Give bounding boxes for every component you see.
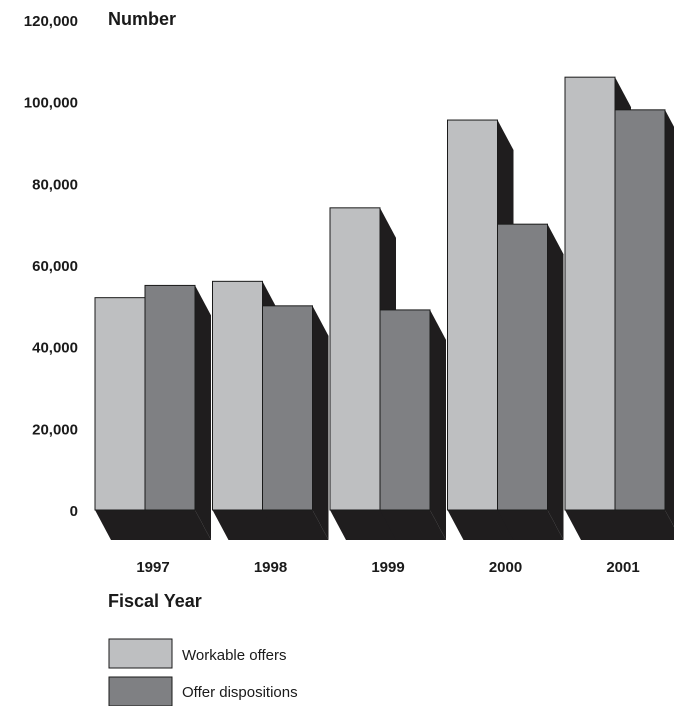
bar-side-shadow xyxy=(430,309,446,540)
x-axis-title: Fiscal Year xyxy=(108,591,202,611)
bar-side-shadow xyxy=(195,285,211,540)
bar xyxy=(497,223,548,511)
legend-swatch-workable-offers xyxy=(108,638,173,669)
legend-label-offer-dispositions: Offer dispositions xyxy=(182,684,298,701)
bar-side-shadow xyxy=(312,305,329,540)
bar xyxy=(329,207,381,511)
y-tick-label: 40,000 xyxy=(32,340,78,357)
legend-label-workable-offers: Workable offers xyxy=(182,647,287,664)
x-tick-label: 2000 xyxy=(489,559,522,576)
y-tick-label: 60,000 xyxy=(32,258,78,275)
y-tick-label: 0 xyxy=(70,503,78,520)
y-tick-label: 80,000 xyxy=(32,176,78,193)
x-axis-ticks: 1997 1998 1999 2000 2001 xyxy=(136,559,639,576)
bar-floor-shadow xyxy=(565,510,674,540)
bar-side-shadow xyxy=(547,224,564,540)
bar xyxy=(447,119,498,511)
x-tick-label: 1998 xyxy=(254,559,287,576)
legend: Workable offers Offer dispositions xyxy=(108,638,298,707)
bar xyxy=(262,305,313,511)
bar xyxy=(144,284,196,511)
y-tick-label: 100,000 xyxy=(24,95,78,112)
bar xyxy=(614,109,666,511)
bar-side-shadow xyxy=(665,109,674,527)
bar xyxy=(94,297,146,511)
x-tick-label: 1999 xyxy=(371,559,404,576)
legend-swatch-offer-dispositions xyxy=(108,676,173,707)
y-tick-label: 120,000 xyxy=(24,13,78,30)
y-tick-label: 20,000 xyxy=(32,421,78,438)
bar xyxy=(379,309,431,511)
bars-group xyxy=(94,76,674,541)
x-tick-label: 1997 xyxy=(136,559,169,576)
y-axis-ticks: 0 20,000 40,000 60,000 80,000 100,000 120,000 xyxy=(24,13,78,520)
x-tick-label: 2001 xyxy=(606,559,639,576)
bar xyxy=(564,76,616,511)
y-axis-title: Number xyxy=(108,9,176,29)
bar xyxy=(212,280,263,511)
